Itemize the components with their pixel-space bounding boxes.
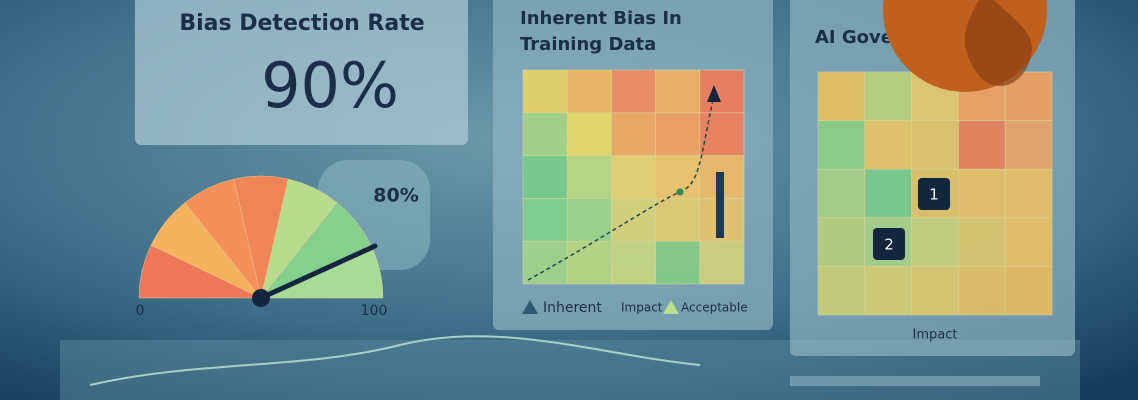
needle — [258, 243, 378, 301]
heat-cell — [817, 120, 866, 170]
legend-label: Inherent — [543, 300, 602, 316]
heat-cell — [566, 112, 612, 156]
rate-value: 90% — [261, 49, 399, 122]
heat-cell — [1004, 266, 1053, 316]
heatmap — [522, 69, 745, 285]
heat-cell — [864, 168, 912, 219]
marker-label: 2 — [884, 236, 894, 254]
heat-cell — [911, 217, 959, 267]
heat-cell — [566, 240, 612, 285]
marker-box — [918, 178, 950, 210]
heat-cell — [817, 168, 866, 219]
heat-cell — [1004, 120, 1053, 170]
needle-hub — [252, 289, 270, 307]
heat-cell — [566, 69, 612, 114]
decor-bar — [790, 376, 1040, 386]
heat-cell — [566, 198, 612, 242]
legend-label: Impact — [621, 301, 663, 315]
heat-cell — [522, 240, 568, 285]
heat-cell — [611, 198, 656, 242]
marker-box — [873, 228, 905, 260]
card — [135, 0, 468, 145]
card-title-line: Training Data — [520, 34, 656, 55]
heat-cell — [699, 69, 745, 114]
marker-label: 1 — [929, 186, 939, 204]
legend-icon — [663, 300, 679, 314]
heat-cell — [958, 168, 1006, 219]
heat-cell — [655, 240, 701, 285]
heat-cell — [1004, 168, 1053, 219]
gauge-min: 0 — [136, 303, 145, 319]
heat-cell — [522, 198, 568, 242]
heat-cell — [655, 112, 701, 156]
card-title: Bias Detection Rate — [179, 11, 424, 36]
heat-cell — [611, 155, 656, 199]
gauge-value: 80% — [373, 185, 418, 207]
heat-cell — [522, 69, 568, 114]
heat-cell — [522, 112, 568, 156]
point — [676, 188, 684, 196]
heat-cell — [817, 71, 866, 121]
legend-label: Acceptable — [681, 301, 748, 315]
heat-cell — [655, 69, 701, 114]
heat-cell — [566, 155, 612, 199]
heat-cell — [1004, 217, 1053, 267]
heat-cell — [958, 120, 1006, 170]
legend-icon — [522, 300, 538, 314]
axis-label: Impact — [913, 328, 958, 343]
arrow-head — [707, 85, 721, 102]
heat-cell — [699, 112, 745, 156]
heat-cell — [817, 266, 866, 316]
heat-cell — [911, 266, 959, 316]
bar-marker — [716, 172, 724, 238]
heat-cell — [522, 155, 568, 199]
heat-cell — [958, 266, 1006, 316]
globe-land — [964, 0, 1032, 86]
trend — [527, 94, 715, 281]
heat-cell — [817, 217, 866, 267]
decor-line — [89, 335, 701, 386]
card-title-line: Inherent Bias In — [520, 8, 682, 29]
heat-cell — [611, 69, 656, 114]
heat-cell — [655, 198, 701, 242]
gauge-max: 100 — [361, 303, 388, 319]
heat-cell — [864, 120, 912, 170]
heat-cell — [864, 266, 912, 316]
heat-cell — [911, 120, 959, 170]
heat-cell — [611, 240, 656, 285]
heat-cell — [699, 240, 745, 285]
heat-cell — [611, 112, 656, 156]
heat-cell — [864, 71, 912, 121]
heat-cell — [958, 217, 1006, 267]
